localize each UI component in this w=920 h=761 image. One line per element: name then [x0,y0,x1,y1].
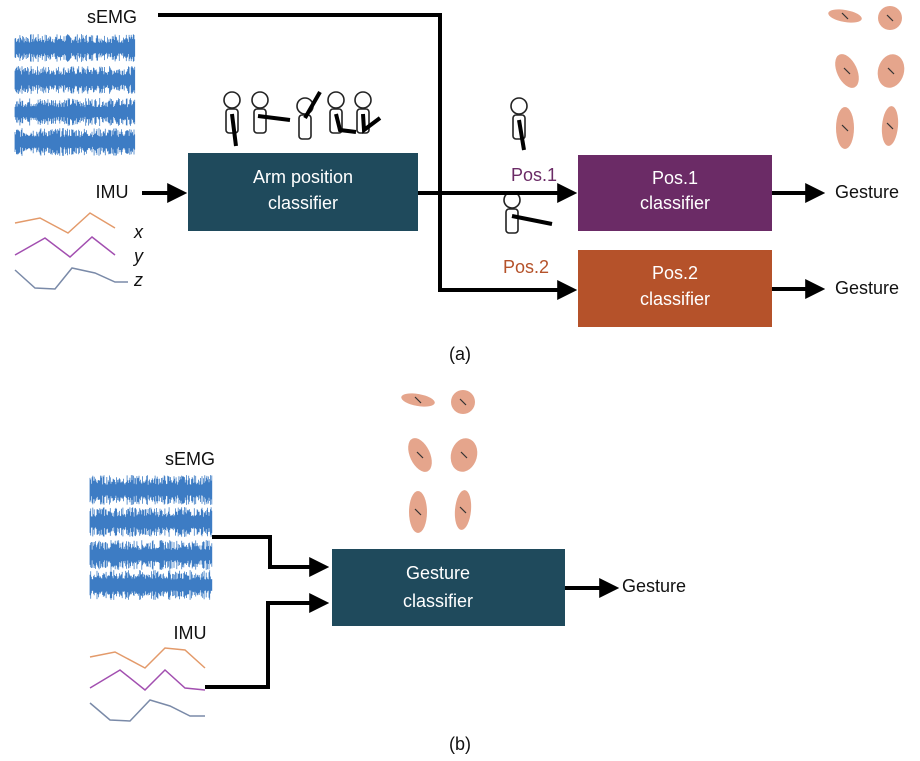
diagram: sEMG IMU x y z Arm position classifier P… [0,0,920,761]
axis-label: z [133,270,143,290]
imu-z-trace [90,700,205,721]
arrow [212,537,322,567]
box-label: Gesture [406,563,470,583]
box-label: classifier [640,289,710,309]
axis-label: x [133,222,144,242]
output-label: Gesture [835,182,899,202]
semg-label: sEMG [87,7,137,27]
imu-x-trace [15,213,115,233]
box-label: Pos.1 [652,168,698,188]
semg-band [90,570,212,600]
box-label: classifier [268,193,338,213]
arrow [158,15,570,290]
figure-head [252,92,268,108]
semg-band [90,507,212,537]
imu-y-trace [15,237,115,257]
imu-y-trace [90,670,205,690]
box-label: classifier [403,591,473,611]
semg-band [90,475,212,505]
semg-band [15,66,135,94]
figure-head [355,92,371,108]
position-label: Pos.1 [511,165,557,185]
box-label: classifier [640,193,710,213]
figure-head [328,92,344,108]
imu-z-trace [15,268,128,289]
arrow [205,603,322,687]
semg-band [15,34,135,62]
semg-band [90,540,212,570]
output-label: Gesture [835,278,899,298]
figure-head [511,98,527,114]
figure-arm [363,114,380,130]
position-label: Pos.2 [503,257,549,277]
figure-arm [258,116,290,120]
figure-arm [336,114,356,132]
semg-label: sEMG [165,449,215,469]
imu-x-trace [90,648,205,668]
semg-band [15,98,135,126]
imu-label: IMU [96,182,129,202]
output-label: Gesture [622,576,686,596]
figure-body [506,209,518,233]
semg-waveforms [15,34,212,600]
figure-body [254,109,266,133]
figure-arm [232,114,236,146]
semg-band [15,128,135,156]
caption: (b) [449,734,471,754]
figure-body [299,115,311,139]
box-label: Pos.2 [652,263,698,283]
imu-label: IMU [174,623,207,643]
box-label: Arm position [253,167,353,187]
axis-label: y [132,246,144,266]
figure-head [224,92,240,108]
gesture-classifier-box [332,549,565,626]
figure-arm [305,92,320,118]
caption: (a) [449,344,471,364]
figure-arm [519,120,524,150]
